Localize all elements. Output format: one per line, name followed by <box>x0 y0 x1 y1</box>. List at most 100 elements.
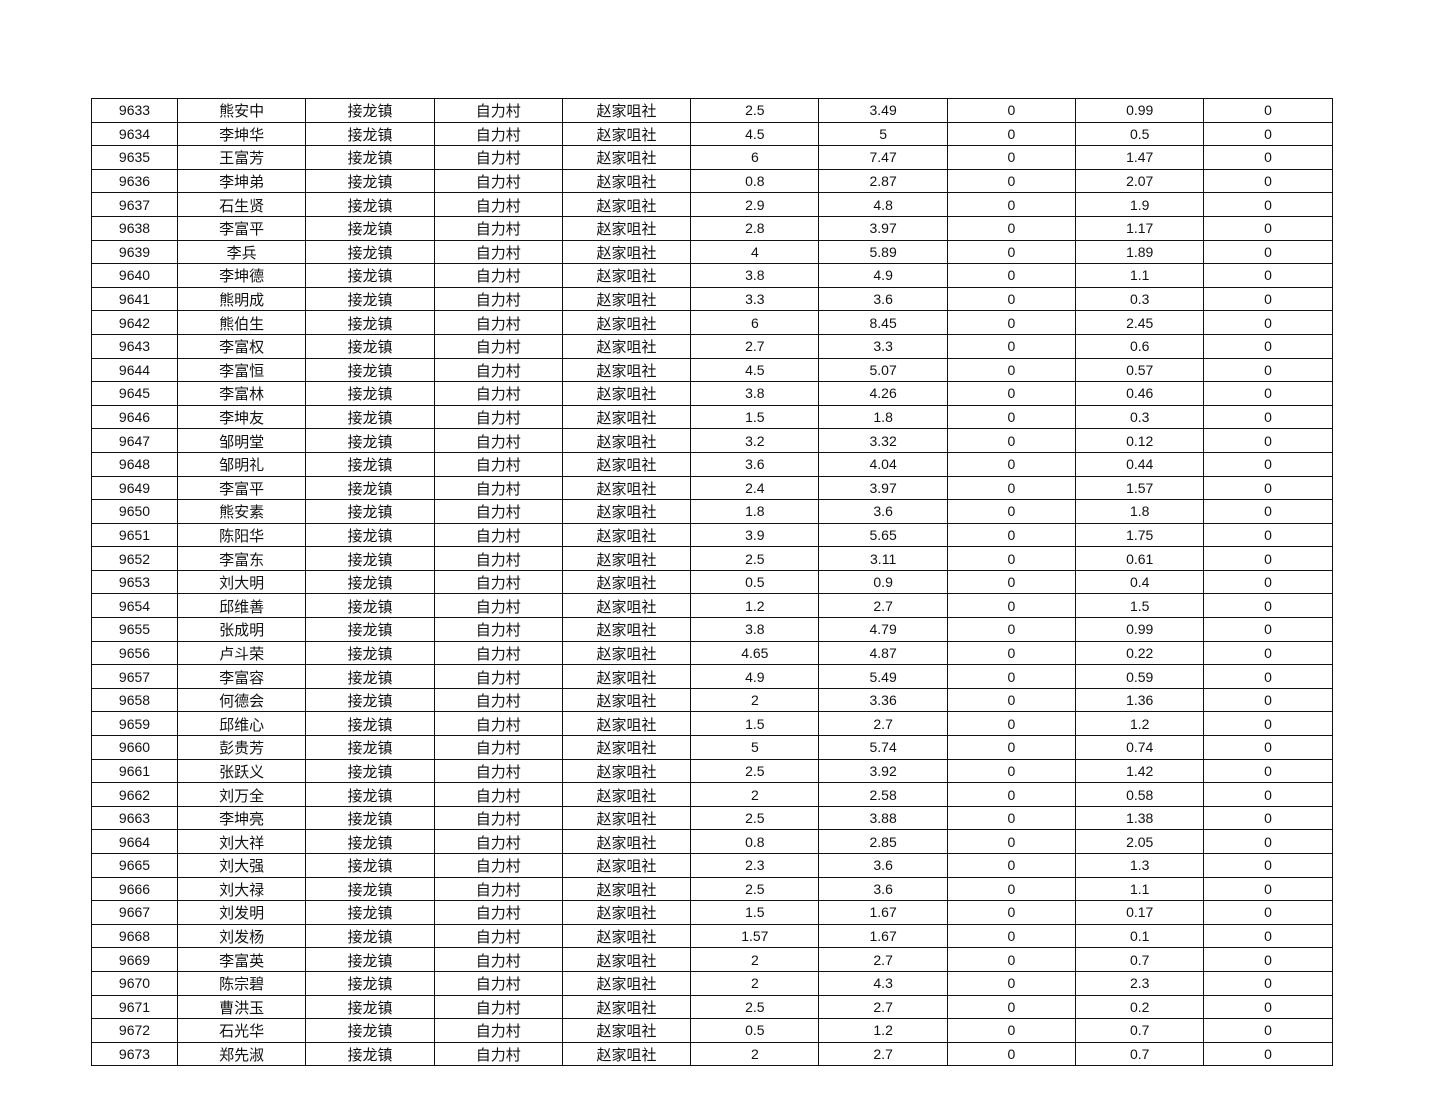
town-cell: 接龙镇 <box>305 1018 435 1043</box>
value-cell-4: 0.4 <box>1075 569 1205 595</box>
value-cell-1: 0.8 <box>690 829 820 854</box>
group-cell: 赵家咀社 <box>561 876 692 902</box>
id-cell: 9661 <box>91 758 178 784</box>
value-cell-1: 4.9 <box>690 664 820 689</box>
value-cell-1: 0.5 <box>690 1018 820 1043</box>
value-cell-4: 0.44 <box>1075 451 1205 477</box>
name-cell: 熊安中 <box>176 98 307 123</box>
id-cell: 9633 <box>91 98 178 123</box>
name-cell: 李坤华 <box>176 121 307 147</box>
id-cell: 9668 <box>91 923 178 949</box>
value-cell-2: 3.92 <box>818 758 948 784</box>
value-cell-3: 0 <box>946 853 1077 878</box>
value-cell-1: 1.8 <box>690 499 820 524</box>
group-cell: 赵家咀社 <box>561 145 692 170</box>
value-cell-3: 0 <box>946 900 1077 925</box>
group-cell: 赵家咀社 <box>561 805 692 831</box>
group-cell: 赵家咀社 <box>561 970 692 996</box>
value-cell-5: 0 <box>1203 263 1333 288</box>
name-cell: 王富芳 <box>176 145 307 170</box>
group-cell: 赵家咀社 <box>561 735 692 760</box>
town-cell: 接龙镇 <box>305 192 435 217</box>
town-cell: 接龙镇 <box>305 853 435 878</box>
value-cell-3: 0 <box>946 994 1077 1020</box>
value-cell-1: 2.5 <box>690 805 820 831</box>
name-cell: 李富权 <box>176 333 307 359</box>
table-row: 9650 熊安素 接龙镇 自力村 赵家咀社 1.8 3.6 0 1.8 0 <box>91 499 1333 524</box>
town-cell: 接龙镇 <box>305 145 435 170</box>
village-cell: 自力村 <box>433 970 563 996</box>
value-cell-3: 0 <box>946 782 1077 807</box>
id-cell: 9655 <box>91 617 178 642</box>
value-cell-4: 1.42 <box>1075 758 1205 784</box>
table-row: 9634 李坤华 接龙镇 自力村 赵家咀社 4.5 5 0 0.5 0 <box>91 121 1333 147</box>
value-cell-1: 2.4 <box>690 475 820 501</box>
value-cell-4: 0.7 <box>1075 947 1205 972</box>
value-cell-1: 4 <box>690 239 820 265</box>
value-cell-4: 0.46 <box>1075 381 1205 406</box>
group-cell: 赵家咀社 <box>561 357 692 383</box>
id-cell: 9636 <box>91 168 178 194</box>
name-cell: 刘大祥 <box>176 829 307 854</box>
value-cell-4: 0.6 <box>1075 333 1205 359</box>
value-cell-1: 0.5 <box>690 569 820 595</box>
table-row: 9666 刘大禄 接龙镇 自力村 赵家咀社 2.5 3.6 0 1.1 0 <box>91 876 1333 902</box>
value-cell-5: 0 <box>1203 357 1333 383</box>
town-cell: 接龙镇 <box>305 404 435 430</box>
value-cell-5: 0 <box>1203 640 1333 666</box>
value-cell-1: 6 <box>690 145 820 170</box>
group-cell: 赵家咀社 <box>561 853 692 878</box>
table-row: 9669 李富英 接龙镇 自力村 赵家咀社 2 2.7 0 0.7 0 <box>91 947 1333 972</box>
table-row: 9667 刘发明 接龙镇 自力村 赵家咀社 1.5 1.67 0 0.17 0 <box>91 900 1333 925</box>
village-cell: 自力村 <box>433 404 563 430</box>
village-cell: 自力村 <box>433 428 563 453</box>
value-cell-5: 0 <box>1203 475 1333 501</box>
value-cell-2: 1.67 <box>818 900 948 925</box>
value-cell-2: 8.45 <box>818 310 948 335</box>
name-cell: 熊明成 <box>176 286 307 312</box>
town-cell: 接龙镇 <box>305 876 435 902</box>
id-cell: 9645 <box>91 381 178 406</box>
name-cell: 曹洪玉 <box>176 994 307 1020</box>
value-cell-2: 3.36 <box>818 687 948 713</box>
value-cell-5: 0 <box>1203 522 1333 548</box>
value-cell-2: 4.9 <box>818 263 948 288</box>
value-cell-3: 0 <box>946 569 1077 595</box>
town-cell: 接龙镇 <box>305 640 435 666</box>
town-cell: 接龙镇 <box>305 569 435 595</box>
group-cell: 赵家咀社 <box>561 758 692 784</box>
town-cell: 接龙镇 <box>305 617 435 642</box>
value-cell-2: 3.49 <box>818 98 948 123</box>
village-cell: 自力村 <box>433 381 563 406</box>
value-cell-1: 5 <box>690 735 820 760</box>
value-cell-4: 1.38 <box>1075 805 1205 831</box>
value-cell-3: 0 <box>946 98 1077 123</box>
value-cell-5: 0 <box>1203 853 1333 878</box>
village-cell: 自力村 <box>433 687 563 713</box>
value-cell-2: 2.7 <box>818 994 948 1020</box>
value-cell-3: 0 <box>946 735 1077 760</box>
name-cell: 李坤友 <box>176 404 307 430</box>
value-cell-3: 0 <box>946 923 1077 949</box>
value-cell-4: 0.59 <box>1075 664 1205 689</box>
group-cell: 赵家咀社 <box>561 215 692 241</box>
group-cell: 赵家咀社 <box>561 782 692 807</box>
group-cell: 赵家咀社 <box>561 475 692 501</box>
village-cell: 自力村 <box>433 263 563 288</box>
value-cell-2: 5 <box>818 121 948 147</box>
name-cell: 石生贤 <box>176 192 307 217</box>
name-cell: 邱维心 <box>176 711 307 737</box>
village-cell: 自力村 <box>433 711 563 737</box>
value-cell-5: 0 <box>1203 98 1333 123</box>
value-cell-1: 2.7 <box>690 333 820 359</box>
town-cell: 接龙镇 <box>305 947 435 972</box>
group-cell: 赵家咀社 <box>561 923 692 949</box>
value-cell-4: 0.2 <box>1075 994 1205 1020</box>
value-cell-3: 0 <box>946 168 1077 194</box>
value-cell-2: 4.04 <box>818 451 948 477</box>
value-cell-1: 1.5 <box>690 900 820 925</box>
value-cell-1: 3.8 <box>690 381 820 406</box>
name-cell: 李坤德 <box>176 263 307 288</box>
id-cell: 9671 <box>91 994 178 1020</box>
town-cell: 接龙镇 <box>305 475 435 501</box>
